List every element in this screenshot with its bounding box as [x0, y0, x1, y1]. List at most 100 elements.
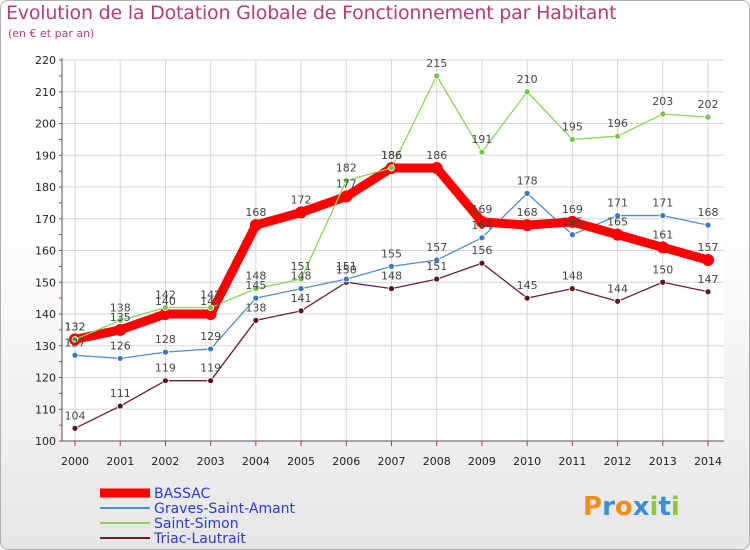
logo-letter: i: [671, 492, 680, 522]
data-point-bassac: [702, 254, 714, 267]
data-label-bassac: 165: [607, 216, 628, 229]
x-tick-label: 2006: [332, 455, 360, 468]
data-label-graves-saint-amant: 155: [381, 247, 402, 260]
data-label-graves-saint-amant: 171: [652, 197, 673, 210]
y-tick-label: 170: [35, 213, 56, 226]
data-point-bassac: [159, 308, 172, 320]
data-point-bassac: [430, 161, 443, 174]
data-label-triac-lautrait: 144: [607, 282, 628, 295]
legend-item-graves-saint-amant: Graves-Saint-Amant: [154, 501, 296, 517]
x-tick-label: 2002: [151, 455, 179, 468]
data-point-graves-saint-amant: [433, 256, 441, 264]
data-label-bassac: 168: [517, 206, 538, 219]
data-point-triac-lautrait: [162, 377, 169, 385]
logo-letter: P: [583, 492, 602, 522]
logo-letter: r: [602, 492, 615, 522]
data-point-graves-saint-amant: [162, 348, 169, 356]
data-point-saint-simon: [252, 285, 260, 293]
data-point-graves-saint-amant: [478, 234, 486, 242]
data-point-bassac: [249, 219, 262, 232]
x-tick-label: 2005: [287, 455, 315, 468]
data-point-saint-simon: [388, 164, 395, 172]
data-point-bassac: [295, 206, 308, 219]
data-label-graves-saint-amant: 164: [471, 219, 492, 232]
data-label-saint-simon: 215: [426, 57, 447, 70]
data-point-graves-saint-amant: [252, 294, 260, 302]
y-tick-label: 100: [35, 435, 56, 448]
x-tick-label: 2003: [197, 455, 225, 468]
data-label-triac-lautrait: 104: [65, 409, 86, 422]
data-label-saint-simon: 138: [110, 301, 131, 314]
x-tick-label: 2014: [694, 455, 722, 468]
data-label-triac-lautrait: 119: [155, 362, 176, 375]
data-label-saint-simon: 203: [652, 95, 673, 108]
data-label-triac-lautrait: 148: [381, 270, 402, 283]
data-point-triac-lautrait: [659, 278, 667, 286]
chart-title: Evolution de la Dotation Globale de Fonc…: [6, 2, 617, 24]
data-point-triac-lautrait: [297, 307, 305, 315]
data-label-saint-simon: 132: [65, 320, 86, 333]
x-tick-label: 2012: [604, 455, 632, 468]
legend-item-bassac: BASSAC: [154, 486, 211, 502]
legend-item-triac-lautrait: Triac-Lautrait: [153, 531, 246, 547]
data-label-saint-simon: 210: [517, 73, 538, 86]
data-label-saint-simon: 142: [155, 289, 176, 302]
data-point-saint-simon: [342, 177, 350, 185]
data-label-graves-saint-amant: 178: [517, 174, 538, 187]
data-point-saint-simon: [704, 113, 712, 121]
y-tick-label: 180: [35, 181, 56, 194]
data-label-triac-lautrait: 138: [245, 301, 266, 314]
data-point-saint-simon: [297, 275, 305, 283]
data-point-bassac: [611, 228, 624, 241]
data-label-triac-lautrait: 150: [652, 263, 673, 276]
data-label-bassac: 186: [381, 149, 402, 162]
data-point-graves-saint-amant: [71, 351, 79, 359]
data-point-saint-simon: [523, 88, 531, 96]
chart-subtitle: (en € et par an): [8, 27, 95, 40]
data-label-graves-saint-amant: 168: [698, 206, 719, 219]
data-point-saint-simon: [116, 316, 124, 324]
data-label-saint-simon: 142: [200, 289, 221, 302]
data-label-saint-simon: 151: [291, 260, 312, 273]
data-point-bassac: [475, 215, 488, 228]
data-label-triac-lautrait: 147: [698, 273, 719, 286]
y-tick-label: 220: [35, 54, 56, 67]
data-point-bassac: [340, 190, 353, 203]
data-point-graves-saint-amant: [523, 189, 531, 197]
data-label-bassac: 140: [155, 295, 176, 308]
data-label-graves-saint-amant: 165: [562, 216, 583, 229]
x-tick-label: 2009: [468, 455, 496, 468]
data-point-triac-lautrait: [433, 275, 441, 283]
x-tick-label: 2013: [649, 455, 677, 468]
data-label-graves-saint-amant: 129: [200, 330, 221, 343]
data-label-bassac: 157: [698, 241, 719, 254]
data-label-bassac: 161: [652, 228, 673, 241]
data-label-graves-saint-amant: 171: [607, 197, 628, 210]
data-point-graves-saint-amant: [116, 355, 124, 362]
data-label-saint-simon: 196: [607, 117, 628, 130]
data-label-graves-saint-amant: 128: [155, 333, 176, 346]
data-label-bassac: 186: [426, 149, 447, 162]
data-label-bassac: 172: [291, 193, 312, 206]
data-point-saint-simon: [433, 72, 441, 80]
x-tick-label: 2008: [423, 455, 451, 468]
data-point-triac-lautrait: [478, 259, 486, 267]
y-tick-label: 130: [35, 340, 56, 353]
data-point-triac-lautrait: [388, 285, 395, 293]
y-tick-label: 120: [35, 372, 56, 385]
y-tick-label: 110: [35, 403, 56, 416]
data-point-graves-saint-amant: [297, 285, 305, 293]
data-point-saint-simon: [478, 148, 486, 156]
data-label-bassac: 177: [336, 178, 357, 191]
data-label-saint-simon: 195: [562, 120, 583, 133]
data-point-saint-simon: [71, 335, 79, 343]
data-label-bassac: 140: [200, 295, 221, 308]
x-tick-label: 2007: [378, 455, 406, 468]
data-point-triac-lautrait: [614, 297, 621, 305]
data-point-saint-simon: [207, 304, 215, 312]
data-point-triac-lautrait: [252, 316, 260, 324]
data-label-saint-simon: 186: [381, 149, 402, 162]
legend-item-saint-simon: Saint-Simon: [154, 516, 239, 532]
x-tick-label: 2001: [106, 455, 134, 468]
data-label-saint-simon: 148: [245, 270, 266, 283]
